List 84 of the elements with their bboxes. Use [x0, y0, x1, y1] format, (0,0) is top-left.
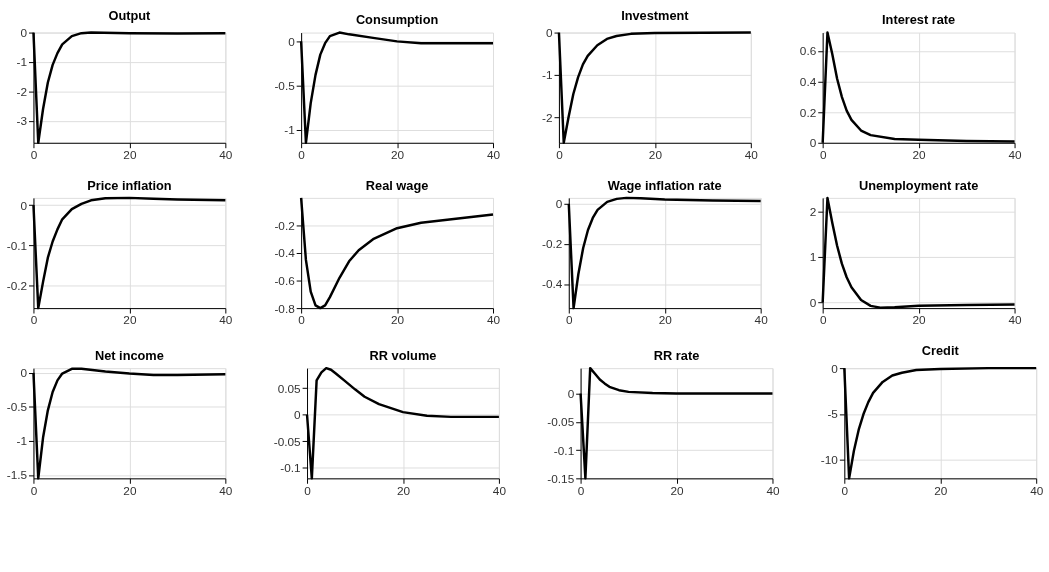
chart-title: Credit — [921, 343, 960, 359]
y-tick-label: 1 — [809, 250, 817, 265]
x-tick-label: 40 — [1008, 313, 1023, 328]
y-tick-label: 0 — [20, 26, 28, 40]
y-tick-label: 0 — [20, 198, 28, 213]
x-tick-label: 0 — [30, 483, 38, 498]
y-tick-label: -1 — [16, 434, 28, 449]
y-tick-label: -0.4 — [542, 277, 563, 292]
y-tick-label: 2 — [809, 204, 817, 219]
y-tick-label: -0.05 — [547, 415, 575, 430]
y-tick-label: -1 — [284, 122, 295, 137]
x-tick-label: 40 — [766, 483, 780, 498]
x-tick-label: 20 — [934, 483, 948, 498]
y-tick-label: 0 — [809, 136, 817, 151]
y-tick-label: -0.2 — [6, 279, 28, 294]
y-tick-label: -0.1 — [280, 461, 301, 476]
x-tick-label: 20 — [396, 483, 411, 498]
x-tick-label: 40 — [1030, 483, 1044, 498]
chart-title: Net income — [94, 348, 164, 364]
y-tick-label: -0.5 — [274, 78, 296, 93]
chart-title: Investment — [621, 7, 690, 23]
x-tick-label: 0 — [304, 483, 312, 498]
x-tick-label: 20 — [670, 483, 685, 498]
y-tick-label: -0.1 — [6, 238, 28, 253]
x-tick-label: 20 — [648, 148, 663, 163]
y-tick-label: -5 — [827, 407, 839, 422]
y-tick-label: -0.2 — [274, 218, 295, 233]
chart-title: Interest rate — [882, 12, 956, 28]
y-tick-label: 0.4 — [799, 74, 817, 89]
x-tick-label: 20 — [658, 313, 673, 328]
y-tick-label: -3 — [16, 114, 28, 129]
chart-title: RR rate — [653, 348, 700, 364]
x-tick-label: 40 — [219, 148, 233, 163]
y-tick-label: -0.6 — [274, 273, 296, 288]
x-tick-label: 20 — [123, 483, 137, 498]
chart-title: Real wage — [365, 177, 429, 193]
chart-title: Output — [108, 7, 152, 23]
y-tick-label: 0.2 — [799, 105, 817, 120]
chart-title: Price inflation — [87, 177, 172, 193]
y-tick-label: -1 — [542, 68, 553, 83]
x-tick-label: 40 — [219, 483, 233, 498]
y-tick-label: 0 — [20, 366, 28, 381]
y-tick-label: 0 — [567, 387, 575, 401]
y-tick-label: -0.8 — [274, 301, 296, 316]
chart-title: Unemployment rate — [858, 177, 979, 193]
x-tick-label: 20 — [912, 313, 927, 328]
y-tick-label: 0 — [555, 197, 563, 212]
y-tick-label: -0.5 — [6, 400, 28, 415]
y-tick-label: -10 — [820, 453, 839, 468]
x-tick-label: 40 — [754, 313, 769, 328]
x-tick-label: 0 — [577, 483, 585, 498]
x-tick-label: 40 — [219, 313, 233, 328]
y-tick-label: -0.4 — [274, 246, 296, 261]
x-tick-label: 20 — [123, 313, 137, 328]
x-tick-label: 40 — [744, 148, 759, 163]
chart-title: RR volume — [369, 348, 437, 364]
y-tick-label: -0.2 — [542, 237, 563, 252]
x-tick-label: 40 — [486, 148, 501, 163]
x-tick-label: 40 — [492, 483, 507, 498]
y-tick-label: 0.6 — [799, 44, 817, 59]
x-tick-label: 20 — [390, 313, 405, 328]
chart-title: Wage inflation rate — [607, 177, 722, 193]
x-tick-label: 40 — [486, 313, 501, 328]
x-tick-label: 20 — [123, 148, 137, 163]
y-tick-label: -1.5 — [6, 468, 28, 483]
y-tick-label: 0 — [831, 361, 839, 376]
y-tick-label: 0 — [809, 295, 817, 310]
x-tick-label: 0 — [30, 148, 38, 163]
y-tick-label: -2 — [16, 84, 28, 99]
x-tick-label: 20 — [390, 148, 405, 163]
x-tick-label: 40 — [1008, 148, 1023, 163]
x-tick-label: 20 — [912, 148, 927, 163]
x-tick-label: 0 — [30, 313, 38, 328]
y-tick-label: -2 — [542, 110, 553, 125]
y-tick-label: -0.1 — [553, 443, 575, 458]
x-tick-label: 0 — [841, 483, 849, 498]
y-tick-label: 0 — [288, 34, 296, 49]
chart-title: Consumption — [355, 12, 439, 28]
y-tick-label: -0.15 — [547, 471, 575, 486]
y-tick-label: 0.05 — [277, 381, 302, 396]
y-tick-label: 0 — [545, 26, 553, 40]
y-tick-label: 0 — [294, 408, 302, 423]
y-tick-label: -0.05 — [273, 434, 302, 449]
y-tick-label: -1 — [16, 55, 28, 70]
